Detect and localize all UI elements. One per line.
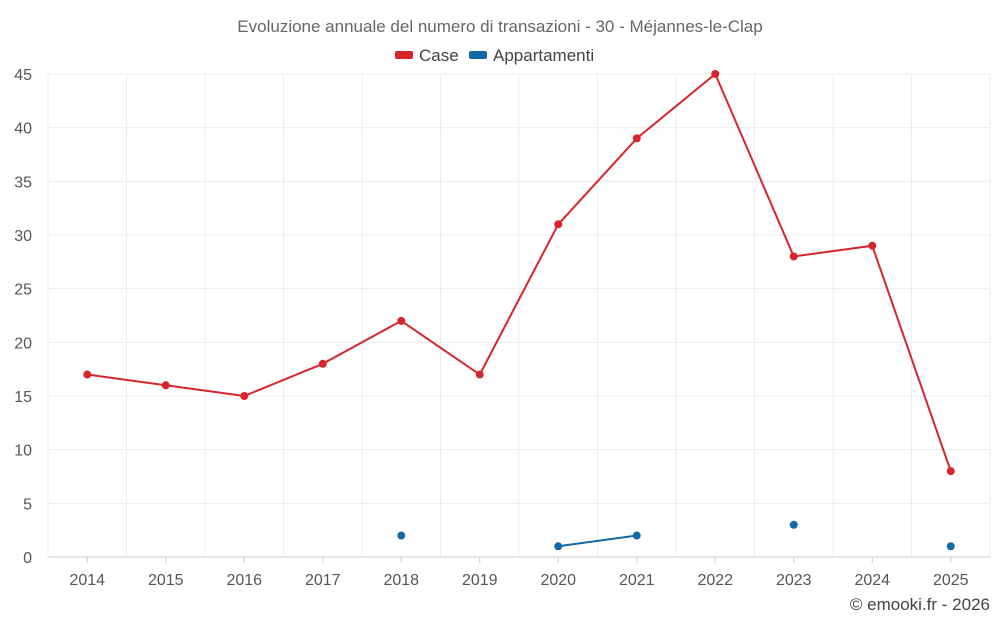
data-point-case [632,134,641,143]
data-point-case [946,467,955,476]
x-tick-label: 2018 [383,572,419,589]
credit: © emooki.fr - 2026 [850,595,990,614]
legend: Case Appartamenti [395,46,594,65]
data-point-case [789,252,798,261]
data-point-appartamenti [397,531,406,540]
legend-label: Appartamenti [493,46,594,65]
series-line-appartamenti [558,534,637,548]
y-tick-label: 5 [23,496,32,513]
data-point-appartamenti [789,520,798,529]
x-tick-label: 2022 [697,572,733,589]
series-line-case [87,72,952,472]
x-tick-label: 2017 [305,572,341,589]
y-tick-label: 10 [14,443,32,460]
data-point-case [554,220,563,229]
x-tick-label: 2020 [540,572,576,589]
x-tick-label: 2016 [226,572,262,589]
x-tick-label: 2024 [854,572,890,589]
series-layer [83,70,955,551]
data-point-case [711,70,720,78]
chart-title: Evoluzione annuale del numero di transaz… [237,17,762,36]
data-point-case [397,316,406,325]
x-tick-label: 2021 [619,572,655,589]
grid [47,73,991,558]
y-tick-label: 0 [23,550,32,567]
y-tick-label: 35 [14,174,32,191]
data-point-case [318,359,327,368]
y-tick-label: 15 [14,389,32,406]
y-tick-label: 30 [14,228,32,245]
x-tick-label: 2014 [69,572,105,589]
x-tick-label: 2025 [933,572,969,589]
y-tick-label: 20 [14,335,32,352]
data-point-case [868,241,877,250]
x-tick-label: 2019 [462,572,498,589]
legend-label: Case [419,46,459,65]
data-point-case [161,381,170,390]
data-point-appartamenti [554,542,563,551]
x-tick-label: 2015 [148,572,184,589]
x-tick-label: 2023 [776,572,812,589]
y-tick-label: 25 [14,282,32,299]
data-point-case [240,392,249,400]
data-point-appartamenti [946,542,955,551]
data-point-appartamenti [632,531,641,540]
data-point-case [83,370,92,379]
y-tick-label: 40 [14,121,32,138]
y-tick-label: 45 [14,67,32,84]
legend-swatch-case [395,51,413,59]
data-point-case [475,370,484,379]
legend-swatch-appartamenti [469,51,487,59]
